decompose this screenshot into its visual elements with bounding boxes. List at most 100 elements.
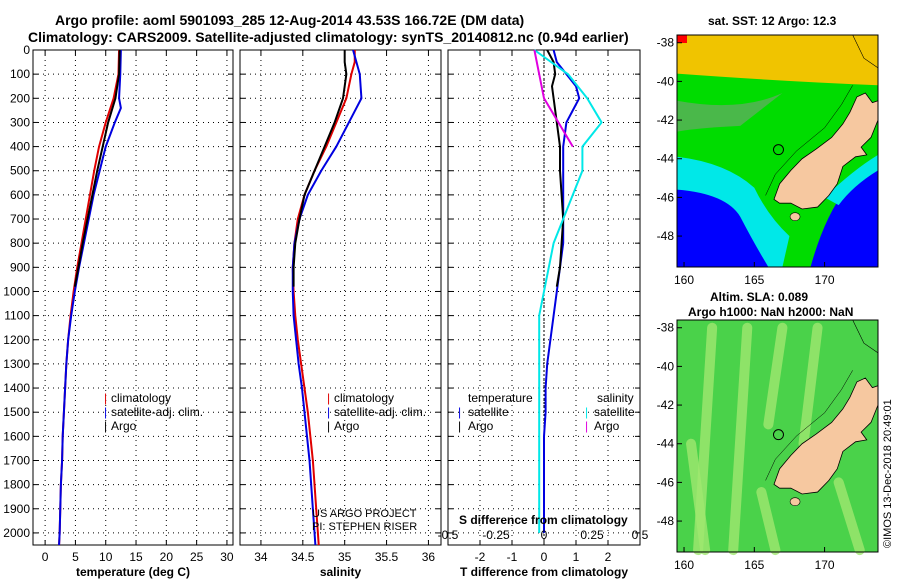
shelf-contour — [852, 319, 879, 354]
shelf-contour — [852, 34, 879, 69]
y-tick-label: 900 — [10, 260, 30, 274]
x-tick-label: 1 — [573, 550, 580, 564]
y-tick-label: 500 — [10, 164, 30, 178]
lat-tick-label: -42 — [657, 113, 675, 127]
lat-tick-label: -44 — [657, 437, 675, 451]
diff-legend-s-sat-mark: | — [585, 405, 588, 419]
x-tick-label: 35 — [338, 550, 352, 564]
x-axis-label: salinity — [320, 565, 362, 579]
s-diff-ticks: -0.5 -0.25 0 0.25 0.5 — [438, 528, 649, 542]
panel-1: 0 5 10 15 20 25 300100200300400500600700800900… — [3, 43, 234, 579]
y-tick-label: 700 — [10, 212, 30, 226]
x-axis-label: T difference from climatology — [460, 565, 628, 579]
sst-mid-water — [677, 93, 783, 132]
sal-legend-climatology: | — [327, 391, 330, 405]
x-axis-label: temperature (deg C) — [76, 565, 190, 579]
x-tick-label: 0 — [42, 550, 49, 564]
diff-legend-s-sat: satellite — [594, 405, 635, 419]
lat-tick-label: -48 — [657, 229, 675, 243]
x-tick-label: 30 — [220, 550, 234, 564]
lon-tick-label: 160 — [674, 273, 694, 287]
legend-climatology: | — [104, 391, 107, 405]
sst-cold-water-east — [810, 166, 878, 267]
legend-satellite-label: satellite-adj. clim. — [111, 405, 203, 419]
map-bottom-title-1: Altim. SLA: 0.089 — [710, 290, 808, 304]
x-tick-label: 2 — [605, 550, 612, 564]
y-tick-label: 100 — [10, 67, 30, 81]
lat-tick-label: -38 — [657, 36, 675, 50]
y-tick-label: 1900 — [3, 502, 30, 516]
x-tick-label: 0 — [541, 550, 548, 564]
y-tick-label: 400 — [10, 140, 30, 154]
profile-panels: 0 5 10 15 20 25 300100200300400500600700800900… — [3, 43, 641, 579]
sst-cold-water — [677, 189, 769, 267]
map-top-title: sat. SST: 12 Argo: 12.3 — [708, 14, 837, 28]
sal-legend-satellite-label: satellite-adj. clim. — [334, 405, 426, 419]
series-argo — [73, 49, 121, 287]
panel-frame — [32, 49, 234, 546]
x-tick-label: 20 — [160, 550, 174, 564]
lat-tick-label: -38 — [657, 321, 675, 335]
map-bottom-title-2: Argo h1000: NaN h2000: NaN — [688, 305, 853, 319]
panel-3: -2 -1 0 1 2T difference from climatology — [447, 49, 641, 579]
sal-legend-argo-label: Argo — [334, 419, 360, 433]
diff-legend-temp-head: temperature — [468, 391, 533, 405]
stewart-island — [789, 212, 801, 222]
y-tick-label: 1200 — [3, 333, 30, 347]
lon-tick-label: 170 — [815, 273, 835, 287]
y-tick-label: 300 — [10, 115, 30, 129]
y-tick-label: 1600 — [3, 429, 30, 443]
sst-warm-water — [677, 35, 878, 86]
y-tick-label: 1700 — [3, 453, 30, 467]
diff-legend-t-argo-mark: | — [458, 419, 461, 433]
x-tick-label: 34.5 — [291, 550, 315, 564]
x-tick-label: 35.5 — [375, 550, 399, 564]
sla-streak — [728, 322, 753, 556]
y-tick-label: 0 — [23, 43, 30, 57]
s-diff-title: S difference from climatology — [459, 513, 628, 527]
sla-streak — [756, 487, 781, 556]
series-climatology — [58, 49, 121, 546]
temperature-legend: | climatology | satellite-adj. clim. | A… — [104, 391, 203, 433]
x-tick-label: 25 — [190, 550, 204, 564]
argo-location-marker — [772, 429, 784, 441]
y-tick-label: 2000 — [3, 526, 30, 540]
series-temperature-argo — [546, 49, 565, 287]
project-line-2: PI: STEPHEN RISER — [312, 521, 417, 533]
lat-tick-label: -42 — [657, 398, 675, 412]
title-line-2: Climatology: CARS2009. Satellite-adjuste… — [28, 29, 629, 45]
x-tick-label: 10 — [99, 550, 113, 564]
lon-tick-label: 165 — [744, 558, 764, 572]
shelf-contour — [765, 370, 853, 481]
legend-argo-label: Argo — [111, 419, 137, 433]
x-tick-label: 36 — [422, 550, 436, 564]
sla-map: 160 165 170 -38 -40 -42 -44 -46 -48 — [657, 319, 879, 572]
legend-climatology-label: climatology — [111, 391, 171, 405]
shelf-contour — [765, 85, 853, 196]
lat-tick-label: -48 — [657, 514, 675, 528]
lat-tick-label: -40 — [657, 359, 675, 373]
lat-tick-label: -46 — [657, 475, 675, 489]
salinity-legend: | climatology | satellite-adj. clim. | A… — [312, 391, 426, 533]
y-tick-label: 200 — [10, 91, 30, 105]
sla-streak — [833, 477, 865, 556]
y-tick-label: 1800 — [3, 478, 30, 492]
lat-tick-label: -46 — [657, 190, 675, 204]
map-frame — [676, 34, 879, 268]
diff-legend-s-argo: Argo — [594, 419, 620, 433]
diff-legend-sal-head: salinity — [597, 391, 634, 405]
sst-hot-spot — [677, 35, 687, 43]
panel-frame — [239, 49, 442, 546]
series-argo — [292, 50, 348, 287]
y-tick-label: 1300 — [3, 357, 30, 371]
panel-2: 34 34.5 35 35.5 36 salinity — [239, 49, 442, 579]
x-tick-label: 15 — [129, 550, 143, 564]
x-tick-label: -1 — [507, 550, 518, 564]
series-satellite-adj-clim- — [58, 49, 122, 546]
watermark: ©IMOS 13-Dec-2018 20:49:01 — [882, 399, 894, 548]
y-tick-label: 1500 — [3, 405, 30, 419]
s-diff-tick-label: -0.25 — [482, 528, 510, 542]
argo-location-marker — [772, 144, 784, 156]
series-satellite-adj-clim- — [291, 49, 363, 546]
map-frame — [676, 319, 879, 553]
